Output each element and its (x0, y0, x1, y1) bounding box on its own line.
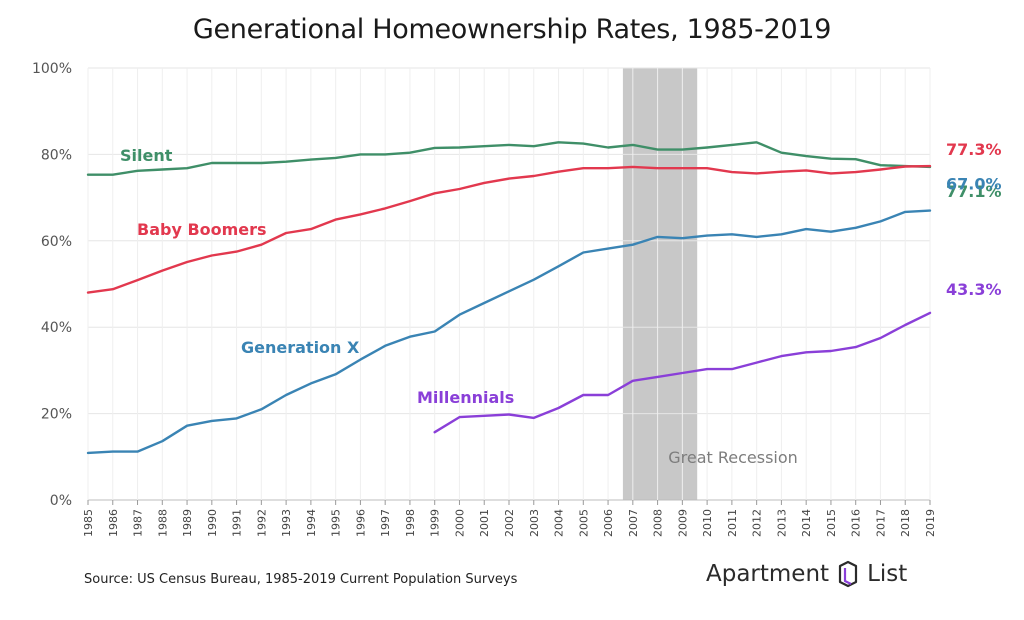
x-tick-label: 2016 (850, 509, 863, 537)
source-note: Source: US Census Bureau, 1985-2019 Curr… (84, 572, 518, 587)
x-tick-label: 1994 (305, 509, 318, 537)
x-tick-label: 2002 (503, 509, 516, 537)
y-tick-label: 60% (41, 234, 72, 250)
recession-label: Great Recession (668, 448, 798, 467)
x-tick-label: 1993 (280, 509, 293, 537)
x-tick-label: 2008 (652, 509, 665, 537)
x-tick-label: 2006 (602, 509, 615, 537)
y-tick-label: 0% (50, 493, 72, 509)
series-name-generation-x: Generation X (241, 338, 360, 357)
x-tick-label: 2019 (924, 509, 937, 537)
brand-name-left: Apartment (706, 561, 830, 587)
x-tick-label: 2018 (899, 509, 912, 537)
end-value-label-silent: 77.1% (946, 182, 1002, 201)
x-tick-label: 2005 (577, 509, 590, 537)
x-tick-label: 2010 (701, 509, 714, 537)
x-tick-label: 1998 (404, 509, 417, 537)
x-tick-label: 2011 (726, 509, 739, 537)
grid-layer (87, 67, 931, 501)
chart-title: Generational Homeownership Rates, 1985-2… (192, 14, 832, 45)
series-line-baby-boomers (86, 164, 932, 294)
x-tick-label: 2014 (800, 509, 813, 537)
x-tick-label: 2009 (676, 509, 689, 537)
x-tick-label: 1992 (255, 509, 268, 537)
series-line-generation-x (86, 209, 932, 455)
series-name-millennials: Millennials (417, 388, 514, 407)
label-layer: Great Recession Silent 77.1% Baby Boomers 77… (120, 140, 1002, 467)
x-tick-label: 2004 (553, 509, 566, 537)
series-line-millennials (433, 311, 932, 434)
x-tick-label: 1995 (330, 509, 343, 537)
x-tick-label: 1986 (107, 509, 120, 537)
x-tick-label: 2012 (751, 509, 764, 537)
series-name-baby-boomers: Baby Boomers (137, 220, 267, 239)
recession-band (622, 68, 698, 500)
end-value-label-baby-boomers: 77.3% (946, 140, 1002, 159)
y-tick-label: 80% (41, 147, 72, 163)
x-tick-label: 1987 (132, 509, 145, 537)
x-tick-label: 1991 (231, 509, 244, 537)
y-tick-label: 20% (41, 407, 72, 423)
end-value-label-generation-x: 67.0% (946, 175, 1002, 194)
x-tick-label: 1990 (206, 509, 219, 537)
axis-layer: 0% 20% 40% 60% 80% 100% 1985 1986 1987 1988 1989 19… (32, 61, 937, 537)
series-layer (86, 141, 932, 455)
shade-layer (622, 68, 698, 500)
brand-logo: Apartment List (706, 560, 907, 588)
x-tick-label: 2017 (874, 509, 887, 537)
series-name-silent: Silent (120, 146, 173, 165)
x-tick-label: 1989 (181, 509, 194, 537)
x-tick-label: 1985 (82, 509, 95, 537)
x-tick-label: 2000 (453, 509, 466, 537)
x-tick-label: 2007 (627, 509, 640, 537)
building-icon (838, 560, 858, 588)
x-tick-label: 2015 (825, 509, 838, 537)
end-value-label-millennials: 43.3% (946, 280, 1002, 299)
x-tick-label: 2003 (528, 509, 541, 537)
x-tick-label: 1997 (379, 509, 392, 537)
x-tick-label: 2001 (478, 509, 491, 537)
x-tick-label: 2013 (775, 509, 788, 537)
x-tick-label: 1988 (156, 509, 169, 537)
y-tick-label: 40% (41, 320, 72, 336)
x-tick-label: 1996 (354, 509, 367, 537)
series-line-silent (86, 141, 932, 176)
x-tick-label: 1999 (429, 509, 442, 537)
brand-name-right: List (867, 561, 908, 587)
y-tick-label: 100% (32, 61, 72, 77)
